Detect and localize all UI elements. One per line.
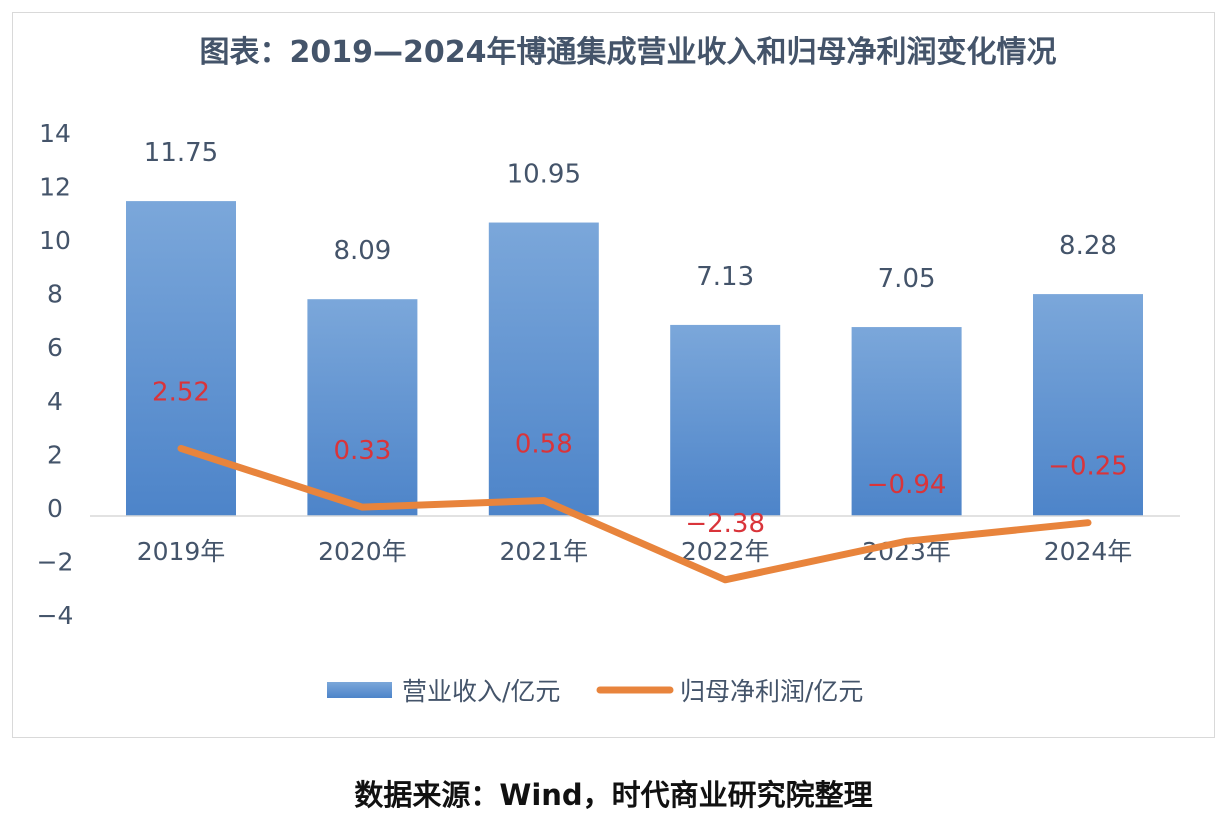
y-tick-label: 4: [47, 387, 63, 416]
bar-value-label: 7.13: [696, 262, 754, 292]
x-tick-label: 2024年: [1044, 537, 1133, 566]
legend-label-revenue: 营业收入/亿元: [402, 677, 560, 706]
line-value-label: 0.33: [333, 436, 391, 466]
bar-revenue: [1033, 294, 1143, 516]
bar-value-label: 8.09: [333, 236, 391, 266]
bar-revenue: [488, 222, 599, 517]
legend-swatch-revenue: [327, 682, 392, 698]
y-tick-label: −2: [37, 548, 74, 577]
bar-value-label: 8.28: [1059, 231, 1117, 261]
bar-revenue: [126, 201, 236, 516]
y-tick-label: 12: [39, 172, 71, 201]
y-tick-label: 2: [47, 440, 63, 469]
y-tick-label: −4: [37, 601, 74, 630]
legend-label-profit: 归母净利润/亿元: [680, 677, 863, 706]
y-tick-label: 14: [39, 119, 71, 148]
bar-revenue: [670, 324, 781, 516]
chart-title: 图表：2019—2024年博通集成营业收入和归母净利润变化情况: [200, 35, 1057, 70]
line-value-label: −0.94: [867, 470, 947, 500]
y-tick-label: 6: [47, 333, 63, 362]
x-tick-label: 2020年: [318, 537, 407, 566]
y-tick-label: 8: [47, 280, 63, 309]
line-value-label: −0.25: [1048, 452, 1128, 482]
line-value-label: −2.38: [685, 509, 765, 539]
bar-revenue: [307, 299, 418, 516]
bar-revenue: [851, 327, 962, 516]
x-tick-label: 2022年: [681, 537, 770, 566]
bar-value-label: 10.95: [507, 160, 581, 190]
x-tick-label: 2019年: [137, 537, 226, 566]
bar-value-label: 11.75: [144, 138, 218, 168]
y-tick-label: 10: [39, 226, 71, 255]
line-value-label: 2.52: [152, 377, 210, 407]
line-profit: [177, 444, 1092, 584]
bar-value-label: 7.05: [878, 264, 936, 294]
y-tick-label: 0: [47, 494, 63, 523]
x-tick-label: 2021年: [499, 537, 588, 566]
source-note: 数据来源：Wind，时代商业研究院整理: [354, 778, 873, 812]
chart-frame: [12, 12, 1215, 738]
line-value-label: 0.58: [515, 429, 573, 459]
